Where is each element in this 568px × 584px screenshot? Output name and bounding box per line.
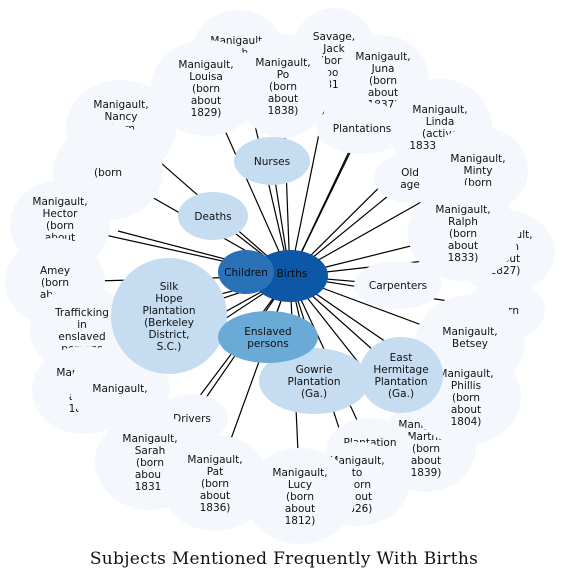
node-label: Manigault, Phillis (born about 1804)	[438, 368, 493, 428]
node-ralph[interactable]: Manigault, Ralph (born about 1833)	[408, 185, 518, 281]
node-bubble	[245, 448, 355, 544]
node-old-age[interactable]: Old age	[374, 153, 446, 203]
node-label: Children	[224, 267, 268, 279]
node-deaths[interactable]: Deaths	[178, 192, 248, 240]
node-pat[interactable]: Manigault, Pat (born about 1836)	[160, 435, 270, 531]
node-bubble	[316, 102, 408, 154]
node-plantations[interactable]: Plantations	[316, 102, 408, 154]
node-bubble	[218, 250, 274, 294]
node-label: Silk Hope Plantation (Berkeley District, S.C.…	[142, 281, 195, 353]
node-bubble	[354, 261, 442, 309]
node-label: Gowrie Plantation (Ga.)	[287, 364, 340, 400]
node-bubble	[178, 192, 248, 240]
node-label: Manigault, Po (born about 1838)	[255, 57, 310, 117]
node-lucy[interactable]: Manigault, Lucy (born about 1812)	[245, 448, 355, 544]
node-carpenters[interactable]: Carpenters	[354, 261, 442, 309]
node-bubble	[218, 311, 318, 363]
node-bubble	[160, 435, 270, 531]
node-nurses[interactable]: Nurses	[234, 137, 310, 185]
node-label: Manigault, Sarah (born about 1831)	[122, 433, 177, 493]
node-bubble	[408, 185, 518, 281]
node-bubble	[236, 34, 330, 138]
node-label: Manigault, Louisa (born about 1829)	[178, 59, 233, 119]
node-bubble	[259, 348, 369, 414]
node-label: Drivers	[173, 413, 211, 425]
node-bubble	[111, 258, 227, 374]
node-label: Manigault, Lucy (born about 1812)	[272, 467, 327, 527]
node-bubble	[359, 337, 443, 413]
node-label: Manigault, Pat (born about 1836)	[187, 454, 242, 514]
node-louisa[interactable]: Manigault, Louisa (born about 1829)	[151, 40, 261, 136]
node-po[interactable]: Manigault, Po (born about 1838)	[236, 34, 330, 138]
node-enslaved[interactable]: Enslaved persons	[218, 311, 318, 363]
node-layer: Manigault,Bob(bornSavage,Jack(bornabout1…	[5, 8, 555, 544]
node-label: Nurses	[254, 156, 290, 168]
diagram-caption: Subjects Mentioned Frequently With Birth…	[89, 549, 479, 569]
node-bubble	[151, 40, 261, 136]
node-bubble	[234, 137, 310, 185]
node-bubble	[374, 153, 446, 203]
node-label: Carpenters	[369, 280, 427, 292]
node-label: Manigault, Ralph (born about 1833)	[435, 204, 490, 264]
center-label: Births	[277, 268, 308, 280]
node-label: (born	[94, 167, 122, 179]
node-label: Plantations	[333, 123, 391, 135]
network-diagram: Manigault,Bob(bornSavage,Jack(bornabout1…	[5, 8, 555, 544]
node-gowrie[interactable]: Gowrie Plantation (Ga.)	[259, 348, 369, 414]
node-children[interactable]: Children	[218, 250, 274, 294]
node-silk-hope[interactable]: Silk Hope Plantation (Berkeley District, S.C.…	[111, 258, 227, 374]
node-label: Enslaved persons	[244, 326, 291, 350]
node-label: Deaths	[194, 211, 231, 223]
node-east-hermitage[interactable]: East Hermitage Plantation (Ga.)	[359, 337, 443, 413]
node-label: Manigault,	[92, 383, 147, 395]
node-label: Old age	[400, 167, 420, 191]
node-label: East Hermitage Plantation (Ga.)	[373, 352, 428, 400]
